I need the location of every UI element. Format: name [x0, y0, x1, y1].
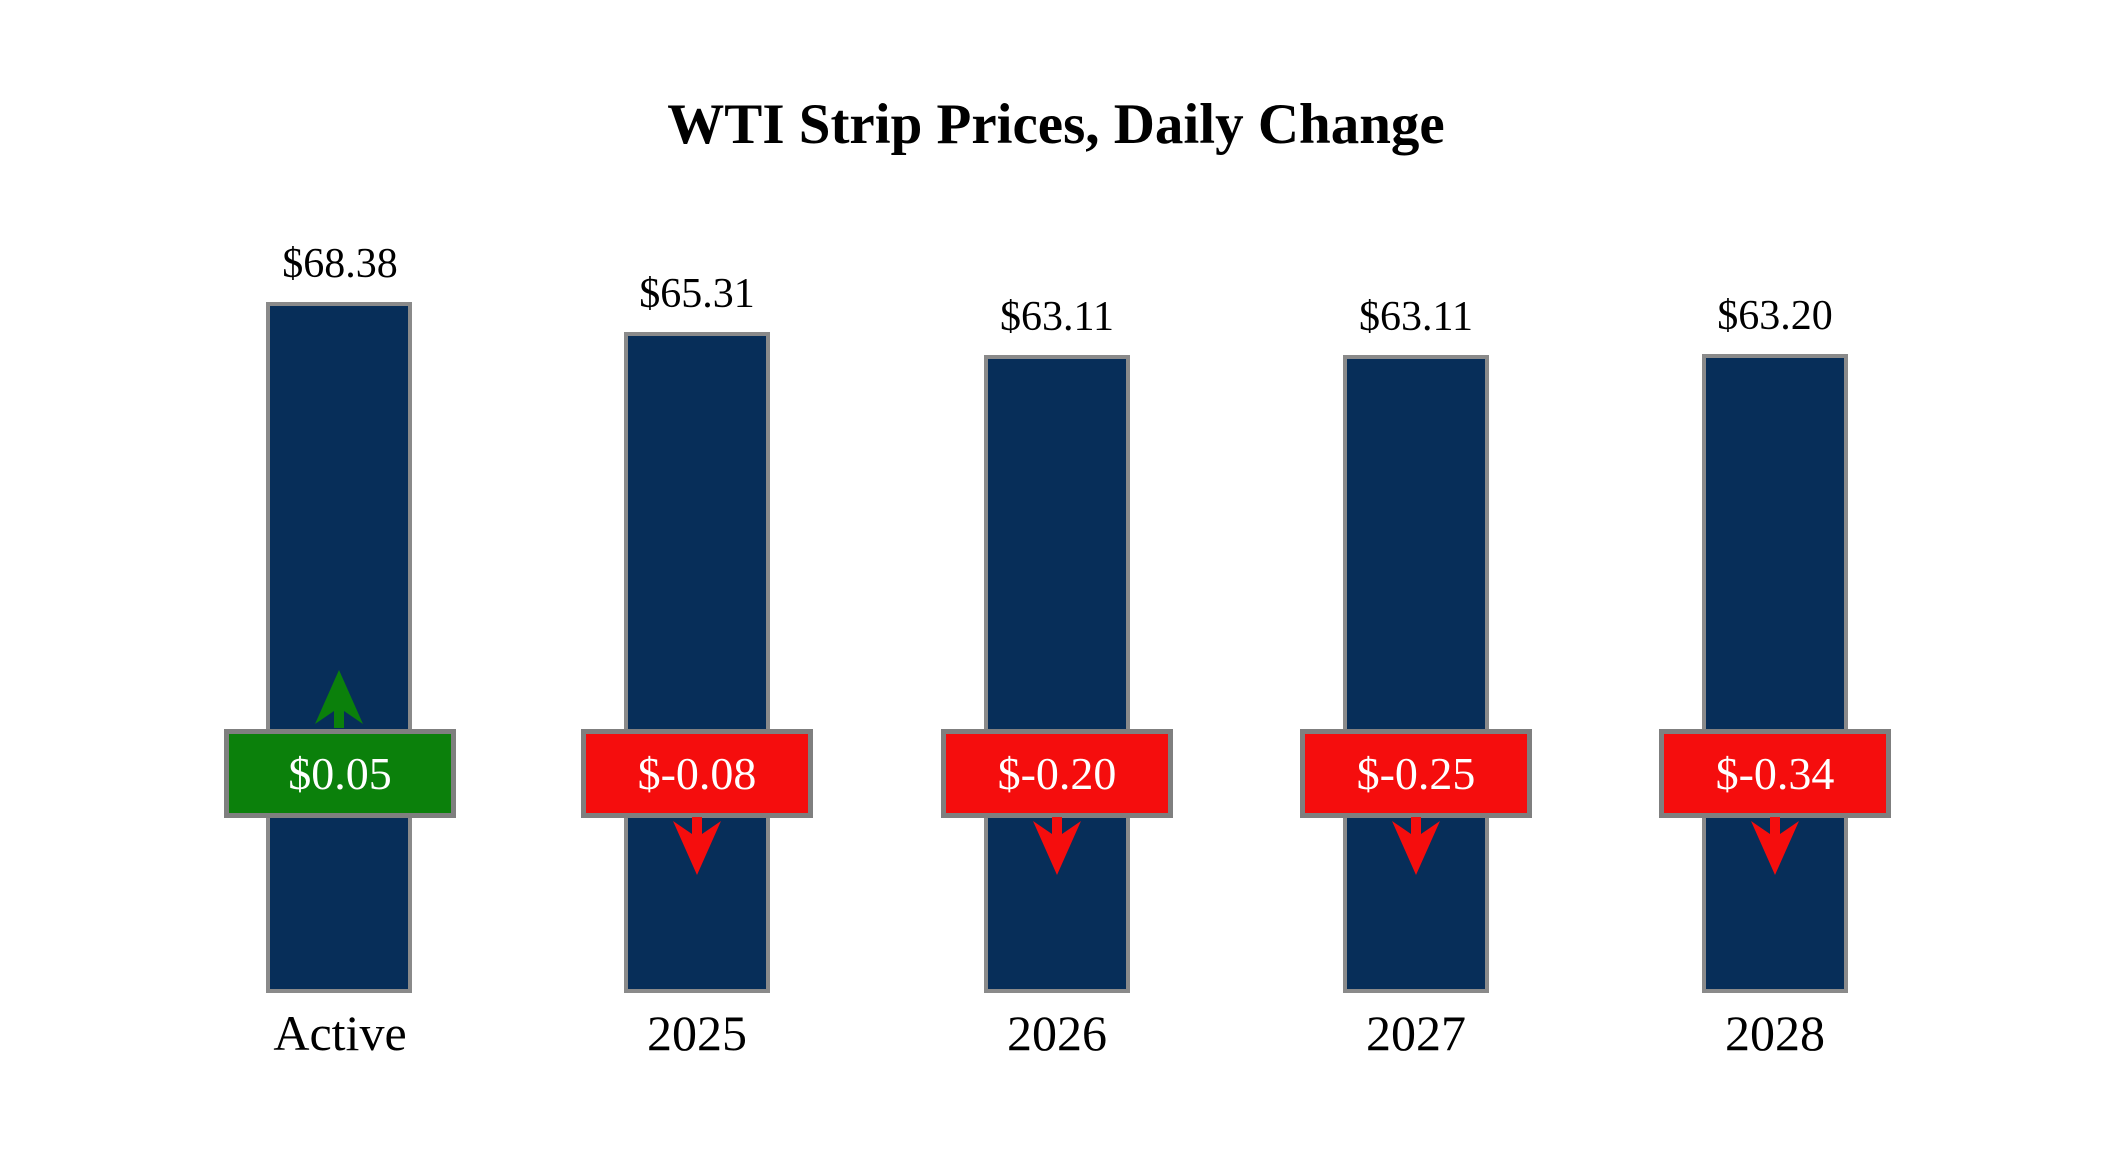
up-arrow-icon	[315, 670, 363, 728]
change-value: $-0.20	[997, 748, 1117, 799]
change-value: $-0.34	[1715, 748, 1835, 799]
bar-2028	[1702, 354, 1848, 993]
change-value: $0.05	[288, 748, 392, 799]
change-badge-active: $0.05	[224, 729, 456, 818]
price-label-2027: $63.11	[1359, 294, 1473, 340]
category-label-2027: 2027	[1366, 1005, 1466, 1061]
bar-active	[266, 302, 412, 993]
category-label-2028: 2028	[1725, 1005, 1825, 1061]
bar-2025	[624, 332, 770, 993]
down-arrow-icon	[1392, 817, 1440, 875]
down-arrow-icon	[673, 817, 721, 875]
price-label-2025: $65.31	[639, 271, 755, 317]
chart-title: WTI Strip Prices, Daily Change	[667, 93, 1445, 156]
change-value: $-0.25	[1356, 748, 1476, 799]
change-badge-2028: $-0.34	[1659, 729, 1891, 818]
bar-2027	[1343, 355, 1489, 993]
down-arrow-icon	[1751, 817, 1799, 875]
category-label-active: Active	[273, 1005, 407, 1061]
price-label-active: $68.38	[282, 241, 398, 287]
change-value: $-0.08	[637, 748, 757, 799]
price-label-2028: $63.20	[1717, 293, 1833, 339]
category-label-2026: 2026	[1007, 1005, 1107, 1061]
change-badge-2025: $-0.08	[581, 729, 813, 818]
down-arrow-icon	[1033, 817, 1081, 875]
category-label-2025: 2025	[647, 1005, 747, 1061]
change-badge-2026: $-0.20	[941, 729, 1173, 818]
bar-2026	[984, 355, 1130, 993]
change-badge-2027: $-0.25	[1300, 729, 1532, 818]
price-label-2026: $63.11	[1000, 294, 1114, 340]
